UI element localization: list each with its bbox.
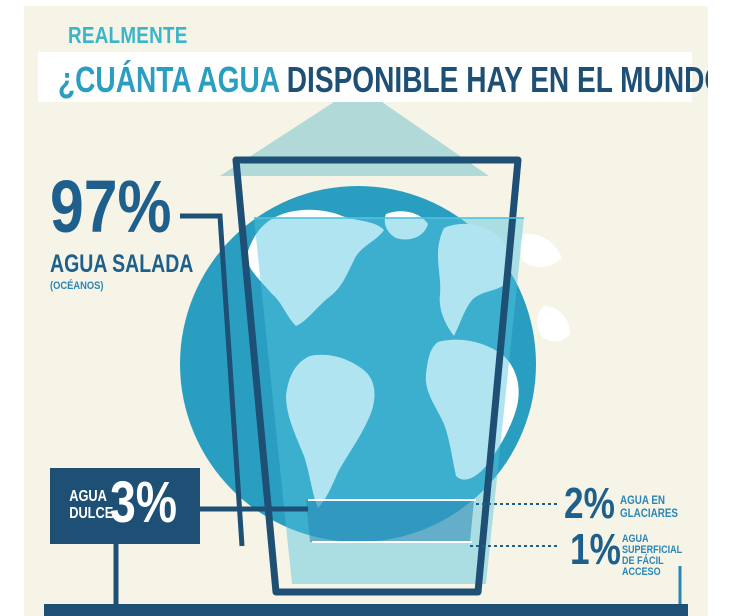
surface-label-line3: DE FÁCIL: [622, 555, 664, 567]
title-band: [38, 52, 692, 102]
glacier-percent: 2%: [564, 479, 615, 528]
surface-label-line4: ACCESO: [622, 566, 661, 578]
surface-percent: 1%: [570, 525, 621, 574]
fresh-label-line1: AGUA: [69, 488, 107, 505]
water-glass-icon: [232, 156, 524, 596]
light-beam: [220, 102, 489, 176]
fresh-label-line2: DULCE: [69, 505, 114, 522]
surface-label-line2: SUPERFICIAL: [622, 544, 683, 556]
salt-percent: 97%: [50, 165, 172, 248]
surface-label-line1: AGUA: [622, 533, 649, 545]
glacier-label-line2: GLACIARES: [620, 506, 678, 520]
glacier-label: AGUA EN GLACIARES: [620, 494, 678, 520]
base-bar: [44, 604, 688, 616]
glacier-water-band: [306, 500, 474, 542]
illustration: [44, 102, 688, 616]
fresh-water-box: [50, 468, 200, 544]
glass-water: [254, 218, 524, 584]
title-rest: DISPONIBLE HAY EN EL MUNDO?: [278, 59, 708, 100]
title-accent: ¿CUÁNTA AGUA: [58, 59, 279, 100]
salt-sublabel: (OCÉANOS): [50, 280, 104, 292]
salt-connector: [180, 213, 245, 547]
surface-label: AGUA SUPERFICIAL DE FÁCIL ACCESO: [622, 534, 682, 578]
earth-globe-icon: [180, 186, 570, 542]
fresh-percent: 3%: [110, 470, 178, 535]
kicker-text: REALMENTE: [68, 22, 188, 48]
page-title: ¿CUÁNTA AGUA DISPONIBLE HAY EN EL MUNDO?: [58, 59, 708, 101]
infographic: REALMENTE ¿CUÁNTA AGUA DISPONIBLE HAY EN…: [24, 6, 708, 616]
salt-label: AGUA SALADA: [50, 250, 194, 278]
fresh-label: AGUA DULCE: [69, 488, 114, 522]
glacier-label-line1: AGUA EN: [620, 493, 666, 507]
